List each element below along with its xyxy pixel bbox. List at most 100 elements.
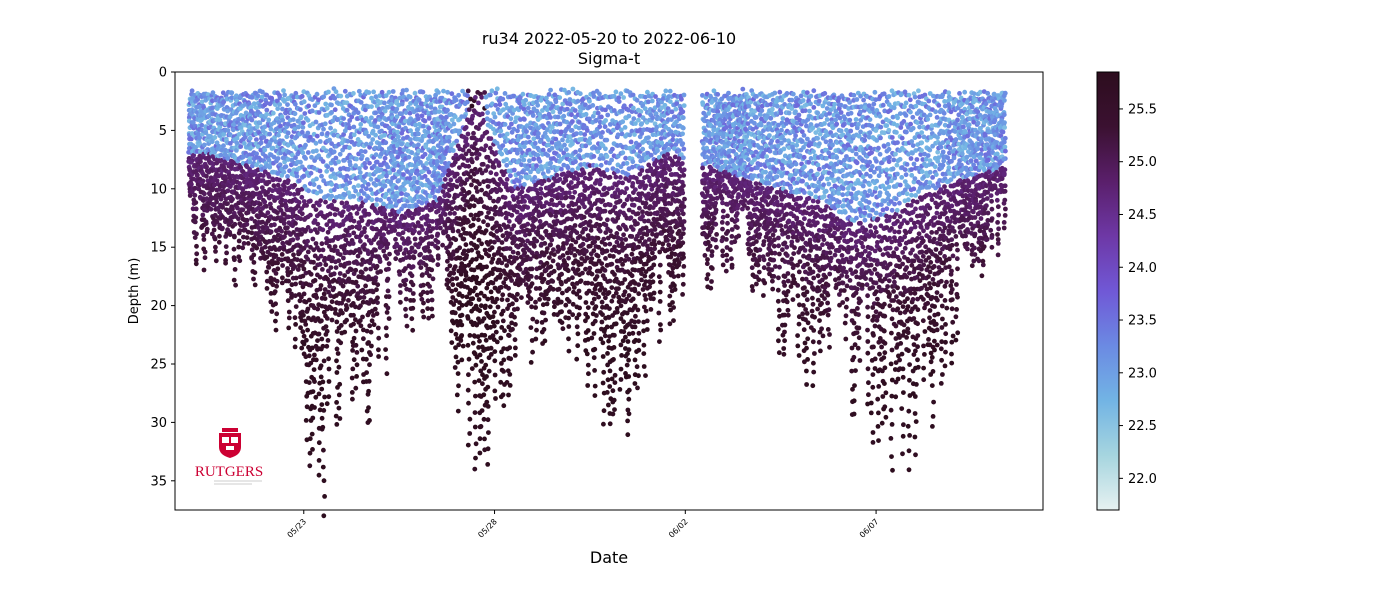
- data-point: [485, 384, 491, 390]
- data-point: [463, 255, 469, 260]
- data-point: [368, 141, 374, 147]
- data-point: [383, 140, 389, 146]
- data-point: [382, 100, 387, 106]
- data-point: [465, 387, 471, 393]
- data-point: [485, 110, 490, 116]
- data-point: [566, 315, 571, 321]
- data-point: [270, 177, 276, 183]
- data-point: [485, 184, 491, 189]
- data-point: [212, 236, 218, 242]
- data-point: [198, 149, 203, 155]
- data-point: [572, 108, 578, 113]
- data-point: [316, 202, 322, 208]
- data-point: [553, 99, 559, 105]
- data-point: [244, 221, 250, 227]
- data-point: [217, 233, 222, 239]
- data-point: [412, 249, 418, 255]
- data-point: [257, 120, 263, 126]
- data-point: [234, 93, 239, 99]
- data-point: [336, 159, 342, 165]
- data-point: [501, 369, 506, 374]
- data-point: [599, 114, 604, 120]
- data-point: [285, 174, 290, 179]
- data-point: [477, 450, 483, 456]
- data-point: [541, 327, 547, 332]
- data-point: [361, 336, 366, 342]
- data-point: [397, 290, 403, 295]
- data-point: [384, 256, 390, 261]
- data-point: [323, 148, 329, 154]
- data-point: [362, 242, 367, 248]
- data-point: [472, 410, 478, 415]
- data-point: [594, 274, 600, 279]
- data-point: [301, 291, 307, 297]
- data-point: [500, 308, 506, 314]
- data-point: [592, 393, 598, 398]
- data-point: [402, 187, 407, 193]
- data-point: [560, 137, 565, 143]
- data-point: [235, 205, 240, 211]
- data-point: [525, 300, 531, 305]
- data-point: [533, 299, 538, 305]
- data-point: [191, 152, 197, 158]
- data-point: [521, 157, 527, 163]
- data-point: [312, 278, 318, 283]
- data-point: [466, 372, 471, 378]
- data-point: [363, 283, 368, 289]
- data-point: [276, 132, 281, 138]
- data-point: [231, 246, 237, 252]
- data-point: [321, 513, 327, 519]
- data-point: [326, 366, 332, 372]
- data-point: [515, 306, 520, 312]
- data-point: [290, 117, 296, 122]
- data-point: [362, 161, 368, 166]
- data-point: [281, 221, 287, 226]
- data-point: [273, 318, 278, 324]
- data-point: [575, 343, 581, 349]
- data-point: [251, 260, 257, 265]
- data-point: [550, 109, 556, 115]
- data-point: [469, 182, 474, 188]
- data-point: [399, 101, 405, 107]
- data-point: [430, 257, 436, 263]
- data-point: [506, 219, 512, 224]
- data-point: [421, 314, 427, 320]
- data-point: [366, 133, 372, 139]
- data-point: [340, 222, 346, 227]
- data-point: [186, 115, 192, 120]
- data-point: [319, 336, 325, 342]
- data-point: [435, 245, 441, 251]
- data-point: [575, 267, 581, 273]
- data-point: [490, 256, 496, 262]
- data-point: [359, 347, 365, 353]
- data-point: [247, 156, 253, 162]
- data-point: [502, 195, 508, 201]
- data-point: [349, 375, 355, 381]
- data-point: [206, 191, 212, 196]
- data-point: [395, 134, 401, 140]
- data-point: [403, 296, 409, 302]
- data-point: [562, 142, 567, 148]
- data-point: [583, 111, 589, 117]
- data-point: [227, 122, 233, 128]
- data-point: [383, 325, 389, 331]
- data-point: [334, 207, 340, 213]
- data-point: [280, 117, 286, 123]
- data-point: [351, 218, 357, 224]
- data-point: [488, 345, 494, 351]
- data-point: [274, 311, 280, 317]
- data-point: [313, 357, 319, 363]
- data-point: [567, 190, 572, 196]
- data-point: [486, 430, 491, 435]
- data-point: [237, 258, 243, 264]
- data-point: [585, 305, 591, 310]
- data-point: [254, 245, 260, 251]
- data-point: [321, 126, 326, 132]
- data-point: [505, 297, 510, 303]
- data-point: [410, 291, 416, 296]
- data-point: [467, 431, 473, 436]
- data-point: [600, 130, 605, 135]
- data-point: [531, 156, 537, 162]
- data-point: [264, 111, 269, 117]
- data-point: [236, 238, 242, 244]
